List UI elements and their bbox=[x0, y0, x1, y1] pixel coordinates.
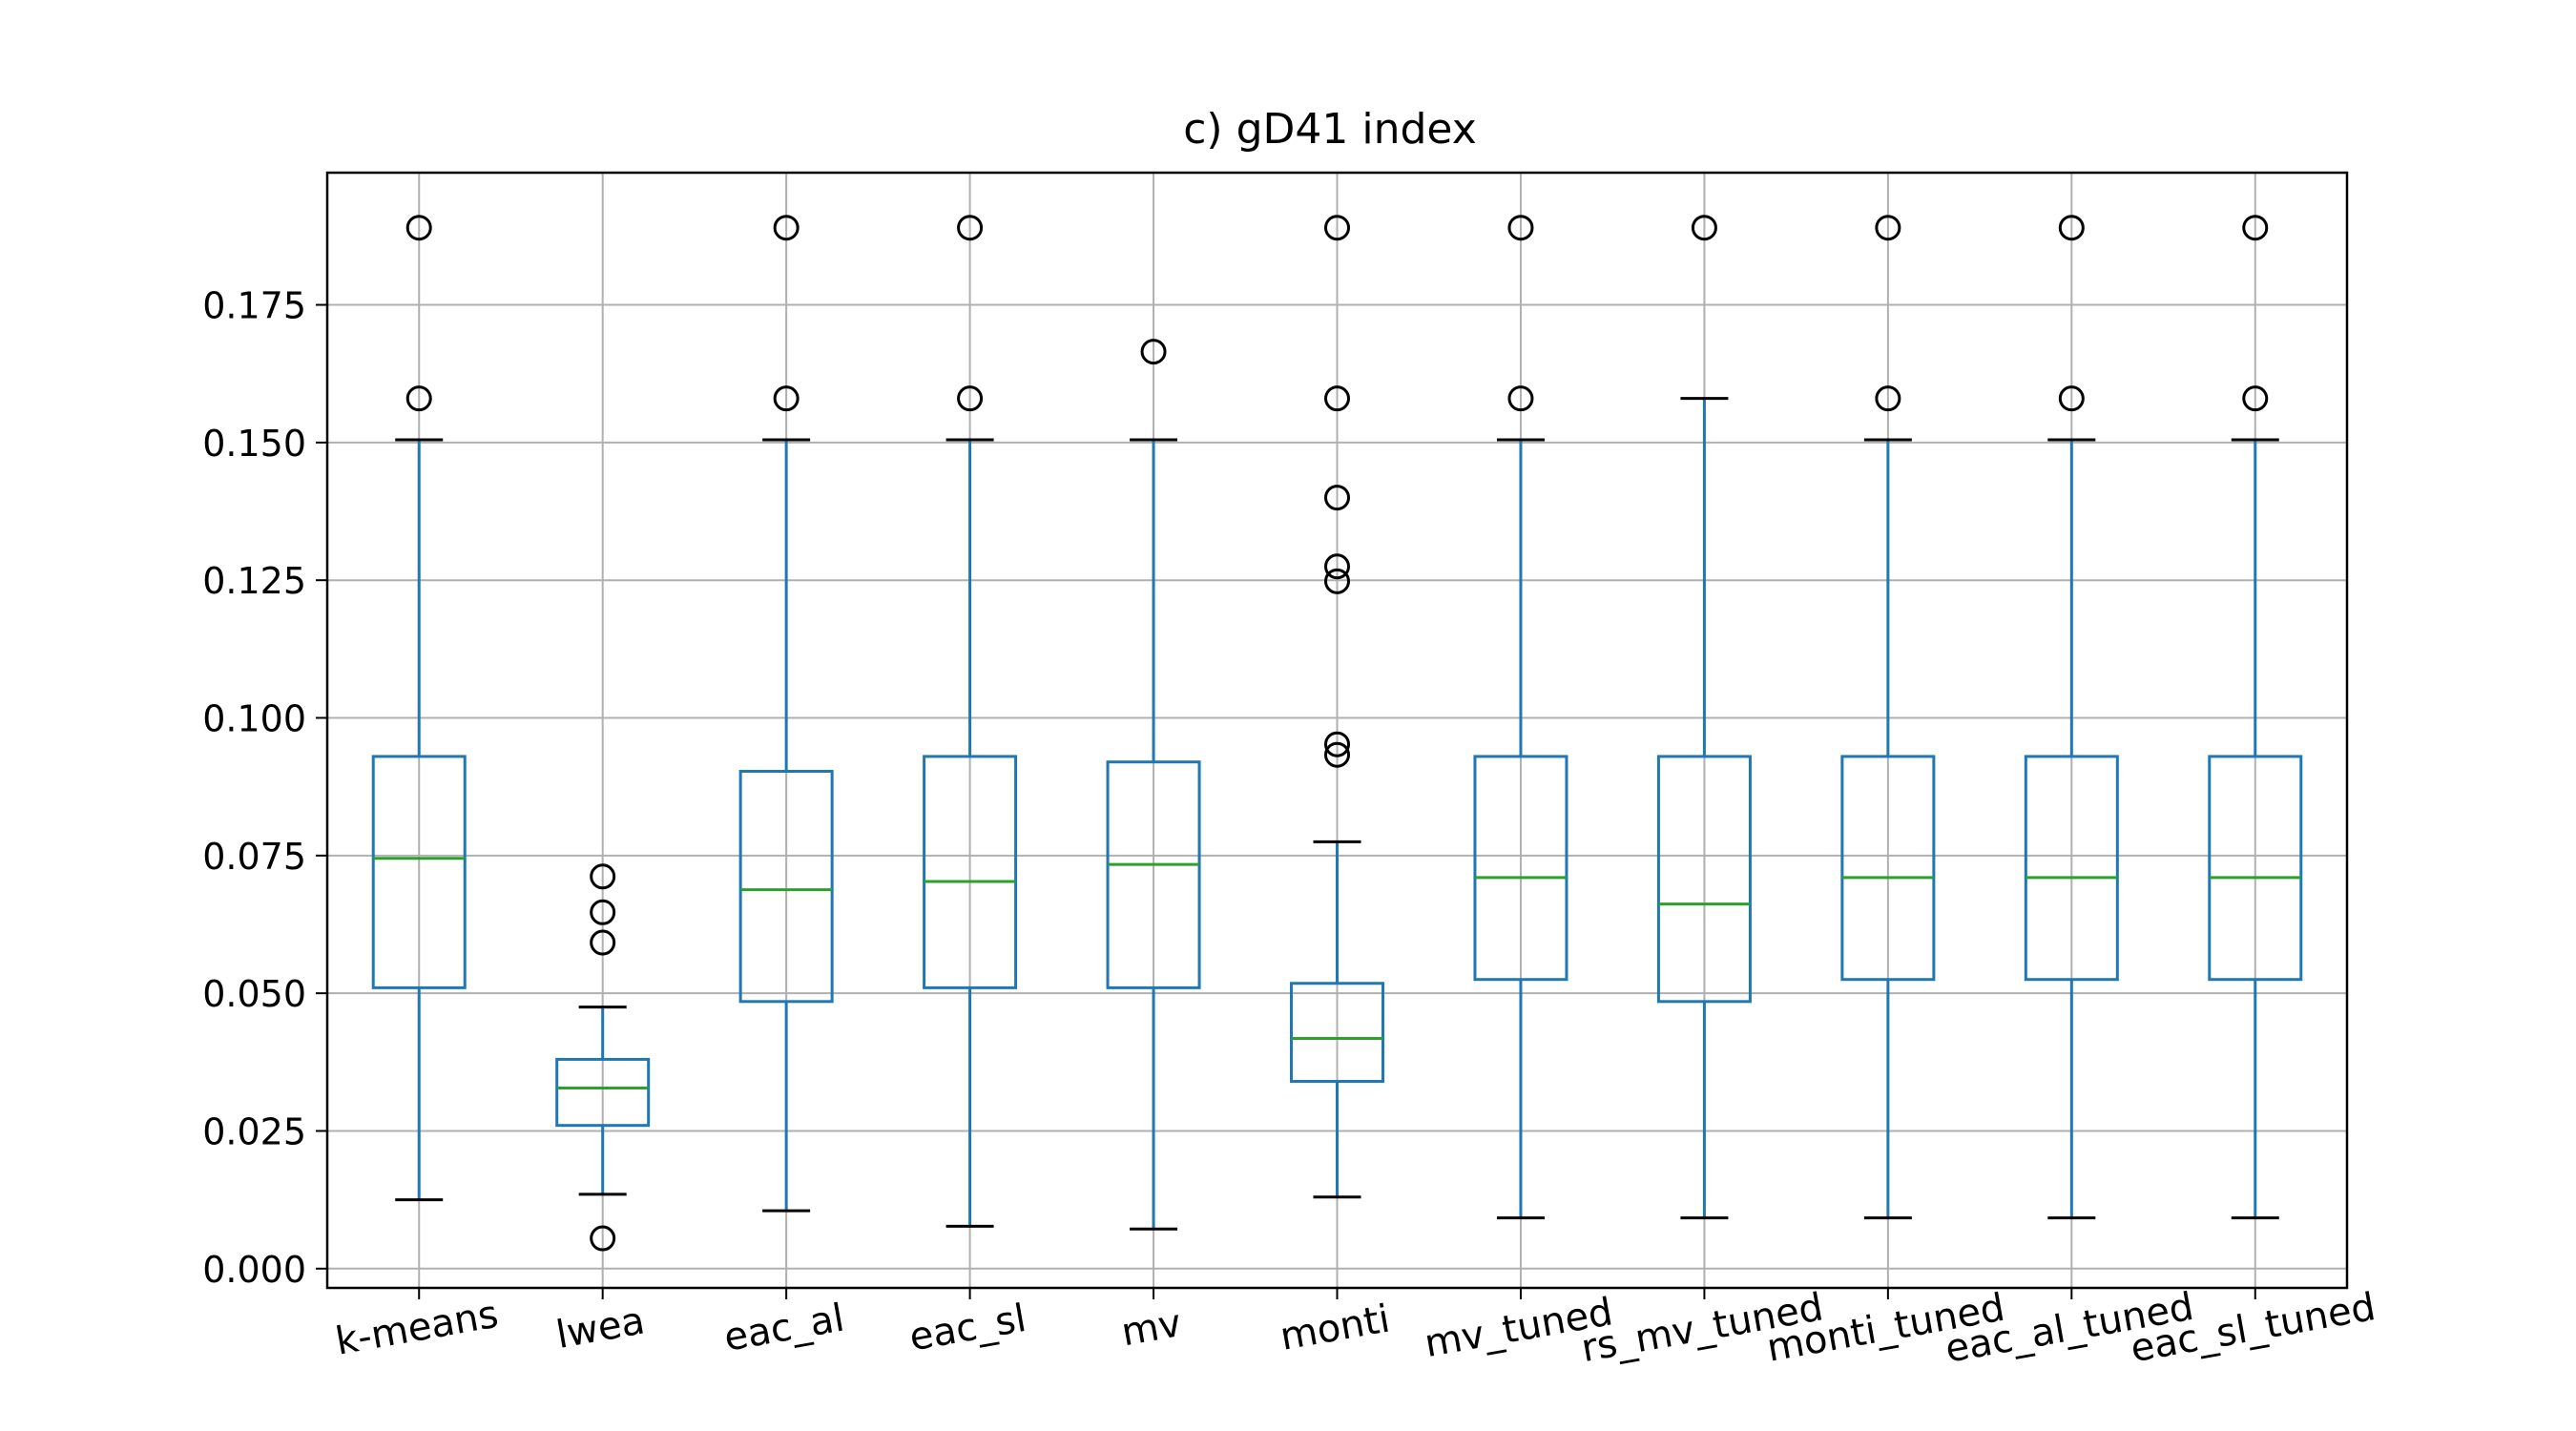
box-group-mv_tuned bbox=[1473, 215, 1568, 1220]
box-group-rs_mv_tuned bbox=[1656, 215, 1752, 1220]
box-iqr bbox=[1106, 760, 1201, 989]
box-iqr bbox=[2024, 755, 2119, 982]
outlier-point bbox=[405, 215, 432, 241]
box-group-eac_sl bbox=[923, 215, 1018, 1228]
outlier-point bbox=[405, 385, 432, 412]
box-group-eac_al bbox=[738, 215, 834, 1213]
x-tick-label: monti bbox=[1277, 1297, 1393, 1359]
boxes bbox=[371, 215, 2303, 1252]
box-iqr bbox=[1290, 982, 1384, 1084]
y-tick-label: 0.175 bbox=[202, 285, 306, 327]
outlier-point bbox=[1507, 215, 1534, 241]
x-tick-label: k-means bbox=[332, 1293, 501, 1364]
outlier-point bbox=[957, 215, 984, 241]
outlier-point bbox=[1324, 385, 1350, 412]
box-group-monti_tuned bbox=[1840, 215, 1936, 1220]
box-iqr bbox=[555, 1057, 651, 1128]
outlier-point bbox=[1324, 553, 1350, 580]
outlier-point bbox=[1324, 568, 1350, 594]
outlier-point bbox=[1875, 215, 1901, 241]
outlier-point bbox=[590, 929, 616, 956]
outlier-point bbox=[1324, 485, 1350, 511]
x-tick-label: eac_al bbox=[720, 1296, 847, 1360]
outlier-point bbox=[590, 863, 616, 890]
box-group-mv bbox=[1106, 339, 1201, 1231]
box-iqr bbox=[1656, 755, 1752, 1004]
chart-title: c) gD41 index bbox=[1183, 105, 1477, 154]
y-tick-label: 0.050 bbox=[202, 973, 306, 1015]
box-iqr bbox=[371, 755, 467, 989]
outlier-point bbox=[773, 385, 800, 412]
x-tick-label: lwea bbox=[553, 1298, 649, 1357]
box-group-eac_sl_tuned bbox=[2208, 215, 2303, 1220]
outlier-point bbox=[1691, 215, 1717, 241]
y-tick-label: 0.025 bbox=[202, 1110, 306, 1152]
box-iqr bbox=[1473, 755, 1568, 982]
outlier-point bbox=[2058, 215, 2085, 241]
outlier-point bbox=[590, 899, 616, 925]
box-iqr bbox=[738, 770, 834, 1004]
box-group-eac_al_tuned bbox=[2024, 215, 2119, 1220]
outlier-point bbox=[1324, 731, 1350, 757]
outlier-point bbox=[1507, 385, 1534, 412]
outlier-point bbox=[1875, 385, 1901, 412]
x-tick-label: mv bbox=[1118, 1301, 1185, 1355]
box-group-k-means bbox=[371, 215, 467, 1202]
y-tick-label: 0.150 bbox=[202, 423, 306, 465]
y-tick-label: 0.000 bbox=[202, 1249, 306, 1291]
box-group-monti bbox=[1290, 215, 1384, 1199]
outlier-point bbox=[590, 1225, 616, 1252]
outlier-point bbox=[1140, 339, 1167, 365]
outlier-point bbox=[1324, 741, 1350, 768]
y-tick-label: 0.100 bbox=[202, 698, 306, 740]
y-tick-label: 0.125 bbox=[202, 560, 306, 602]
outlier-point bbox=[2242, 215, 2269, 241]
outlier-point bbox=[1324, 215, 1350, 241]
plot-frame bbox=[325, 171, 2349, 1290]
y-tick-label: 0.075 bbox=[202, 836, 306, 878]
box-group-lwea bbox=[555, 863, 651, 1252]
box-iqr bbox=[2208, 755, 2303, 982]
box-iqr bbox=[923, 755, 1018, 989]
axes: 0.000 0.025 0.050 0.075 0.100 0.125 0.150 0.175… bbox=[202, 285, 2379, 1372]
x-tick-label: eac_sl bbox=[906, 1296, 1029, 1360]
outlier-point bbox=[773, 215, 800, 241]
outlier-point bbox=[957, 385, 984, 412]
outlier-point bbox=[2058, 385, 2085, 412]
outlier-point bbox=[2242, 385, 2269, 412]
box-iqr bbox=[1840, 755, 1936, 982]
